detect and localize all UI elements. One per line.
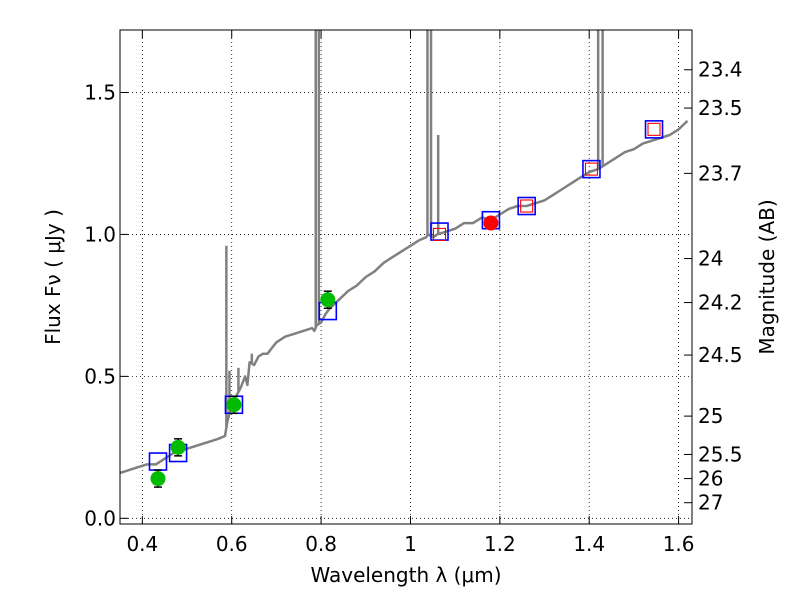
observed-point [483,215,499,231]
plot-frame [119,29,693,525]
y-tick-label: 1.5 [84,80,116,104]
spectrum-line [120,119,689,475]
right-tick-label: 26 [698,467,723,491]
grid-lines [120,30,692,524]
x-tick-label: 0.4 [126,532,158,556]
model-square-inner-point [520,199,534,213]
model-square-point [644,120,664,139]
model-square-point [517,196,536,216]
x-tick-label: 1.6 [663,532,695,556]
observed-point [170,439,186,455]
right-tick-label: 25 [698,404,723,428]
observed-point [150,471,166,487]
x-axis-label: Wavelength λ (μm) [310,563,501,587]
x-tick-label: 0.6 [216,532,248,556]
right-tick-label: 25.5 [698,442,743,466]
right-tick-label: 23.4 [698,58,743,82]
right-axis-label: Magnitude (AB) [755,199,779,354]
y-tick-label: 0.0 [84,506,116,530]
right-tick-label: 24.2 [698,291,743,315]
model-square-inner-point [584,162,599,176]
model-square-inner-point [647,122,661,136]
y-tick-label: 1.0 [84,222,116,246]
right-tick-label: 24.5 [698,343,743,367]
observed-point [226,397,242,413]
x-tick-label: 0.8 [305,532,337,556]
model-square-inner-point [432,227,447,241]
x-tick-label: 1 [404,532,417,556]
y-axis-label: Flux Fν ( μJy ) [41,209,65,345]
observed-point [320,292,336,308]
model-square-point [582,159,601,179]
right-tick-label: 23.7 [698,161,743,185]
x-tick-label: 1.4 [573,532,605,556]
plot-area [120,30,689,488]
right-tick-label: 24 [698,247,723,271]
x-tick-label: 1.2 [484,532,516,556]
axes: 0.4 0.6 0.8 1 1.2 1.4 1.6 0.0 0.5 1.0 1.5 23.4 23.5 2… [84,30,743,556]
y-tick-label: 0.5 [84,364,116,388]
right-tick-label: 23.5 [698,96,743,120]
right-tick-label: 27 [698,491,723,515]
